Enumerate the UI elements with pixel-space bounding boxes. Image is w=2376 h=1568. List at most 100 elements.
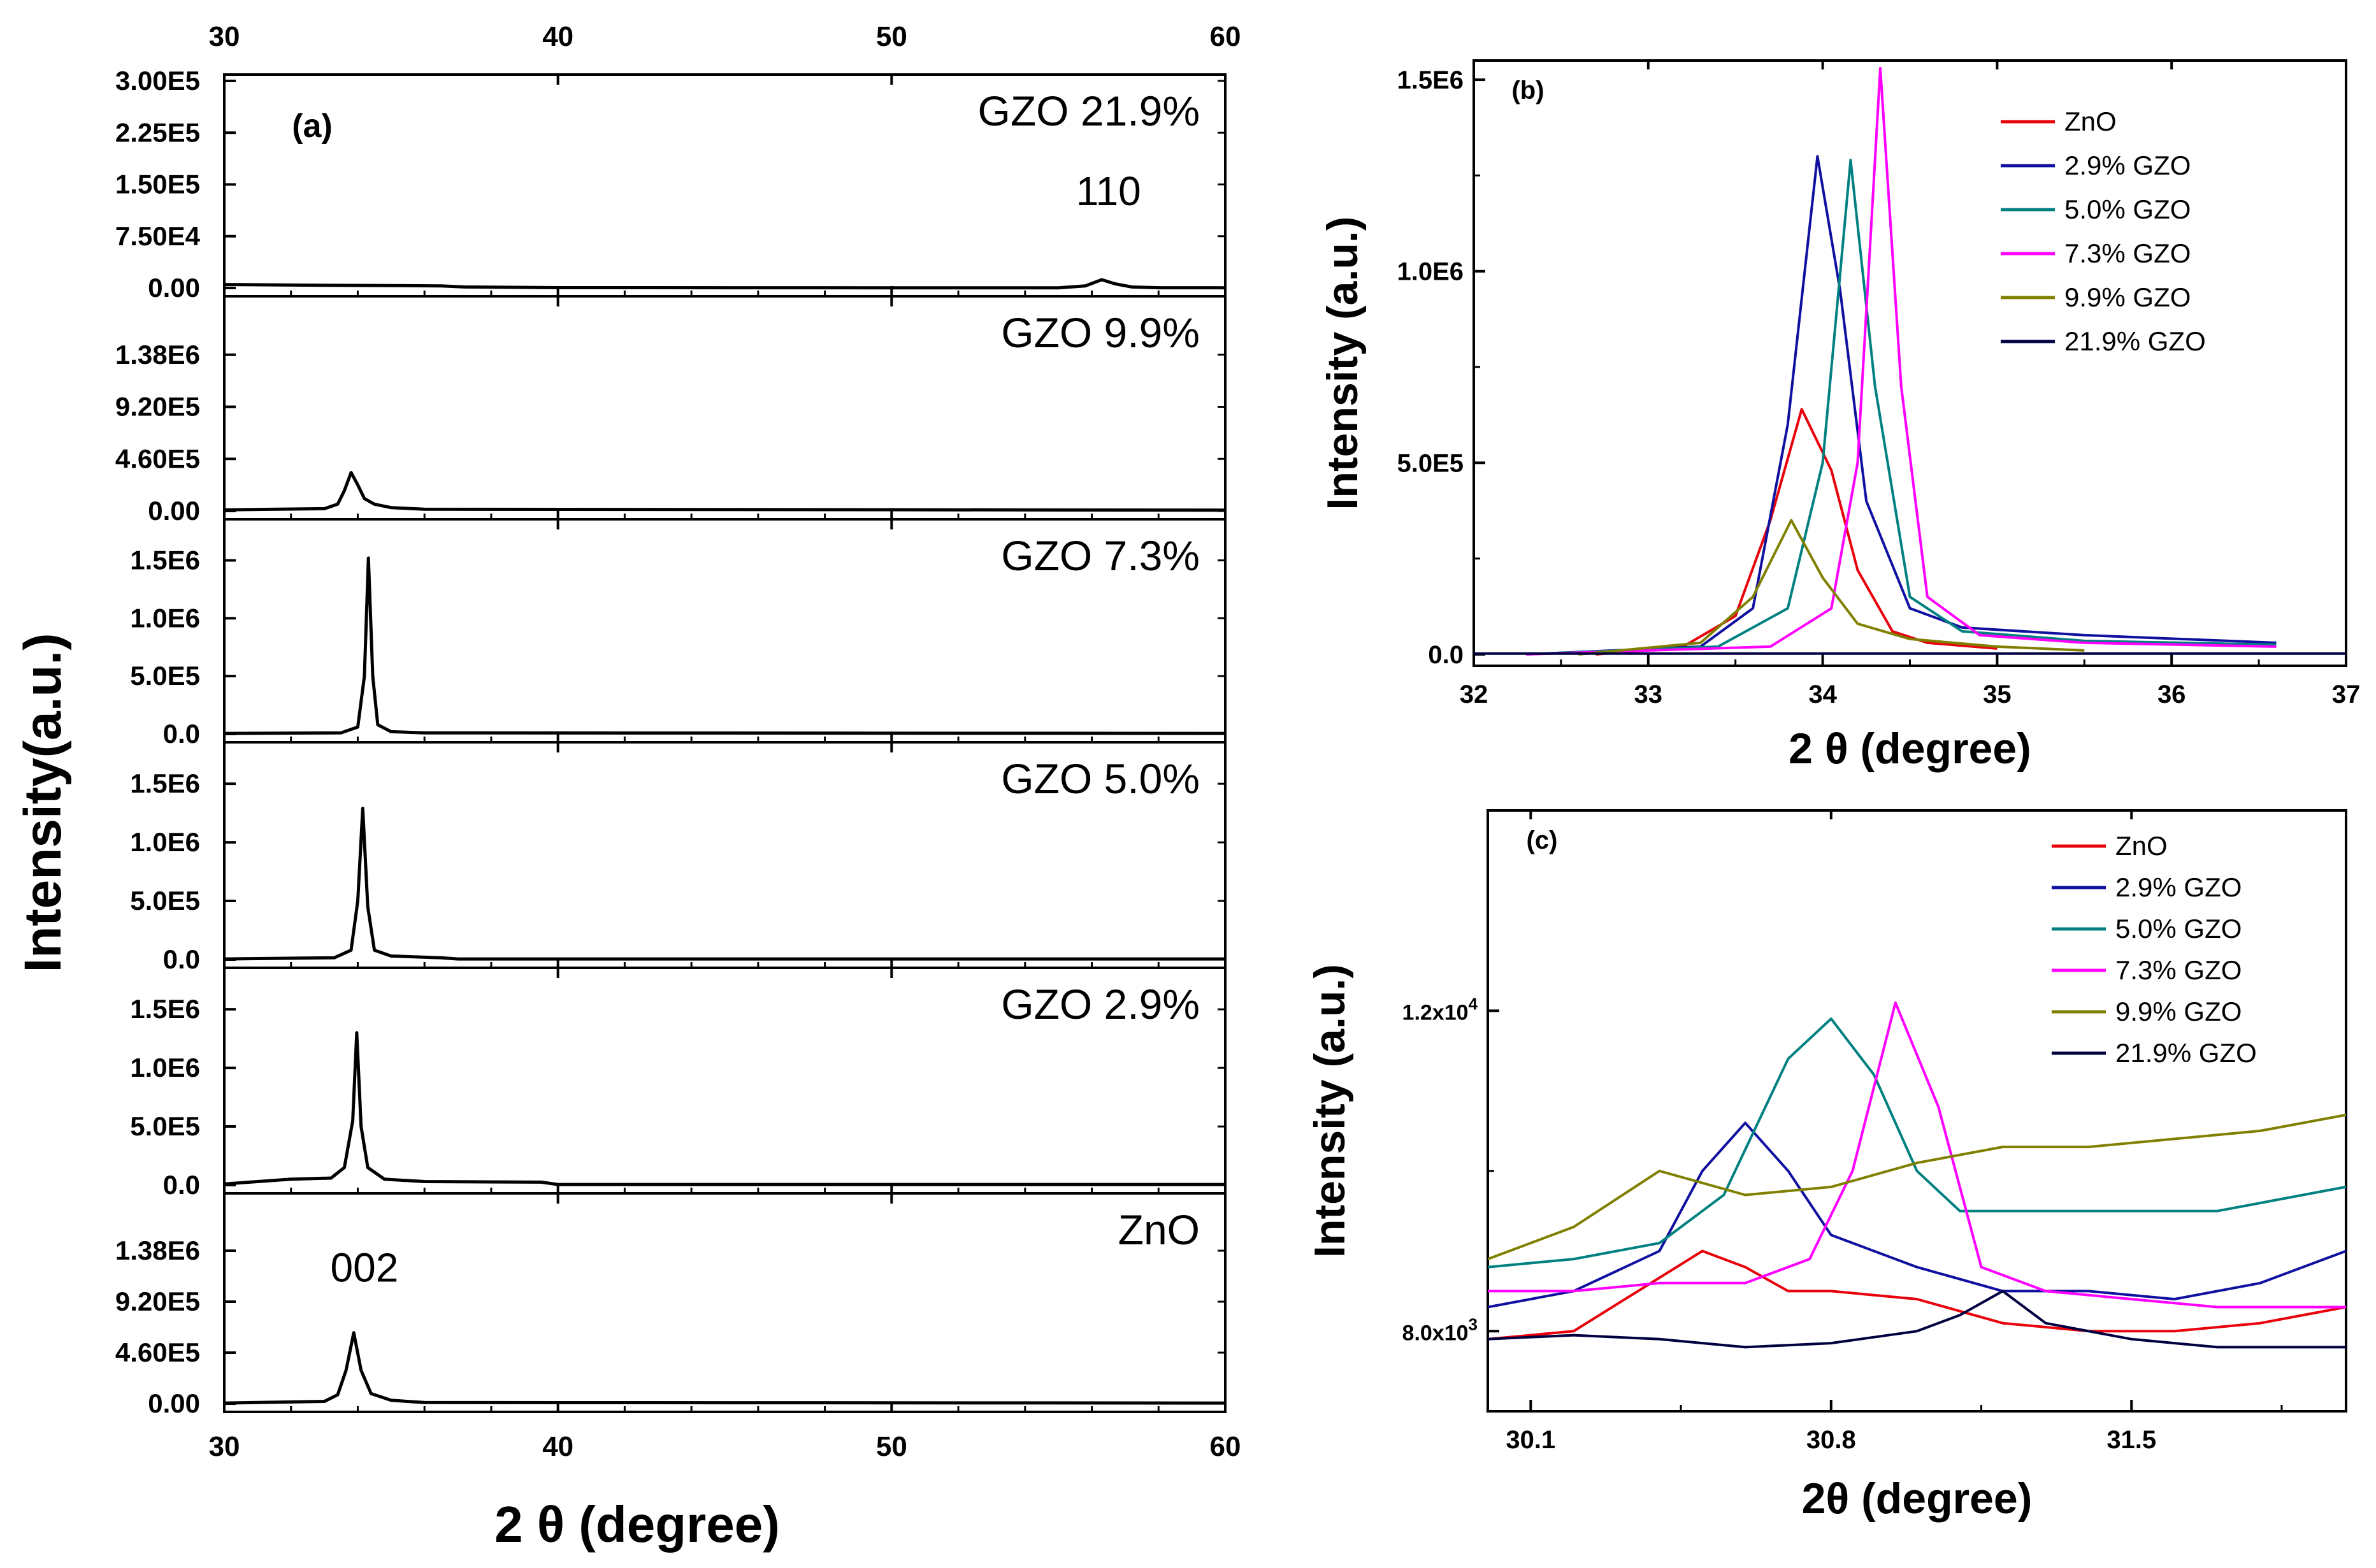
- series-line-21-9-gzo: [1488, 1290, 2346, 1349]
- x-tick-label: 40: [542, 1431, 573, 1462]
- legend-label: 9.9% GZO: [2115, 996, 2242, 1026]
- y-axis-title: Intensity (a.u.): [1318, 217, 1367, 510]
- y-tick-label: 5.0E5: [130, 886, 200, 916]
- y-tick-label: 1.5E6: [130, 994, 200, 1024]
- y-tick-label: 5.0E5: [1397, 449, 1464, 477]
- series-line-gzo-21-9-: [224, 278, 1226, 290]
- x-tick-label: 30.8: [1806, 1426, 1856, 1454]
- legend-label: 7.3% GZO: [2115, 955, 2242, 985]
- series-line-7-3-gzo: [1488, 1001, 2346, 1309]
- legend-label: 2.9% GZO: [2115, 872, 2242, 902]
- peak-annotation: 110: [1076, 168, 1141, 214]
- y-tick-label: 9.20E5: [115, 1286, 200, 1316]
- y-tick-label: 1.38E6: [115, 340, 200, 370]
- x-tick-label-top: 60: [1210, 21, 1241, 52]
- y-tick-label: 0.0: [1428, 641, 1464, 669]
- y-tick-label: 1.5E6: [1397, 66, 1464, 94]
- subplot-gzo-21-9-: 0.00 7.50E4 1.50E5 2.25E5 3.00E5 GZO 21.9% 110: [115, 66, 1227, 303]
- legend: ZnO 2.9% GZO 5.0% GZO 7.3% GZO 9.9% GZO 21.9%…: [2001, 106, 2206, 356]
- sample-label: GZO 5.0%: [1001, 755, 1200, 802]
- series-line-5-0-gzo: [1526, 159, 2277, 656]
- y-tick-label: 1.38E6: [115, 1235, 200, 1265]
- series-line-2-9-gzo: [1526, 155, 2277, 656]
- panel-label: (a): [292, 108, 333, 145]
- series-group: [1474, 67, 2346, 656]
- y-tick-label: 9.20E5: [115, 392, 200, 422]
- x-tick-label: 50: [876, 1431, 907, 1462]
- sample-label: GZO 7.3%: [1001, 532, 1200, 579]
- y-tick-label: 1.0E6: [1397, 258, 1464, 286]
- panel-b: 32 33 34 35 36 37 0.0 5.0E5 1.0E6 1.5E6 ZnO 2.9% GZ…: [1318, 59, 2361, 773]
- y-tick-label: 0.0: [163, 944, 200, 974]
- sample-label: GZO 2.9%: [1001, 981, 1200, 1028]
- legend-label: ZnO: [2115, 831, 2168, 861]
- y-tick-label: 4.60E5: [115, 443, 200, 473]
- y-tick-label: 1.0E6: [130, 603, 200, 633]
- y-tick-label: 1.50E5: [115, 169, 200, 199]
- legend-label: 21.9% GZO: [2115, 1038, 2257, 1068]
- y-tick-exponent: 3: [1469, 1314, 1478, 1334]
- panel-label: (c): [1527, 826, 1558, 854]
- y-tick-label: 7.50E4: [115, 221, 201, 251]
- x-tick-label: 37: [2332, 680, 2361, 708]
- y-tick-label: 1.5E6: [130, 545, 200, 575]
- x-tick-label: 34: [1808, 680, 1837, 708]
- series-line-gzo-7-3-: [224, 556, 1226, 735]
- y-tick-label: 5.0E5: [130, 661, 200, 691]
- x-tick-label: 31.5: [2106, 1426, 2156, 1454]
- legend-label: 5.0% GZO: [2064, 194, 2191, 224]
- series-line-7-3-gzo: [1526, 67, 2277, 656]
- x-tick-label: 30: [209, 1431, 240, 1462]
- x-tick-label: 60: [1210, 1431, 1241, 1462]
- legend-label: 7.3% GZO: [2064, 238, 2191, 268]
- subplot-gzo-9-9-: 0.00 4.60E5 9.20E5 1.38E6 GZO 9.9%: [115, 295, 1227, 526]
- y-tick-label: 0.0: [163, 1170, 200, 1200]
- y-tick-label: 0.0: [163, 719, 200, 749]
- x-axis-title: 2 θ (degree): [1789, 724, 2031, 773]
- panel-label: (b): [1511, 76, 1544, 104]
- x-axis-title: 2 θ (degree): [494, 1496, 780, 1553]
- x-tick-label: 33: [1634, 680, 1663, 708]
- x-tick-label: 36: [2157, 680, 2186, 708]
- y-tick-label: 2.25E5: [115, 117, 200, 147]
- panel-a: 0.00 7.50E4 1.50E5 2.25E5 3.00E5 GZO 21.9% 110…: [14, 21, 1241, 1553]
- y-tick-label: 0.00: [148, 1388, 200, 1418]
- y-tick-label: 1.0E6: [130, 827, 200, 857]
- sample-label: GZO 9.9%: [1001, 309, 1200, 356]
- y-axis-title: Intensity (a.u.): [1306, 964, 1354, 1258]
- y-axis-title: Intensity(a.u.): [14, 633, 72, 972]
- subplot-gzo-5-0-: 0.0 5.0E5 1.0E6 1.5E6 GZO 5.0%: [130, 741, 1227, 974]
- subplot-gzo-2-9-: 0.0 5.0E5 1.0E6 1.5E6 GZO 2.9%: [130, 967, 1227, 1200]
- x-tick-label-top: 30: [209, 21, 240, 52]
- y-tick-label: 0.00: [148, 496, 200, 526]
- peak-annotation: 002: [331, 1245, 399, 1291]
- legend-label: 9.9% GZO: [2064, 282, 2191, 312]
- series-line-2-9-gzo: [1488, 1121, 2346, 1309]
- legend-label: 5.0% GZO: [2115, 914, 2242, 944]
- x-tick-label-top: 50: [876, 21, 907, 52]
- y-tick-label: 0.00: [148, 273, 200, 303]
- series-line-gzo-9-9-: [224, 471, 1226, 512]
- sample-label: ZnO: [1118, 1206, 1200, 1253]
- y-tick-label: 3.00E5: [115, 66, 200, 96]
- series-group: [1488, 1001, 2346, 1349]
- series-line-9-9-gzo: [1488, 1113, 2346, 1260]
- series-line-9-9-gzo: [1578, 519, 2085, 656]
- x-axis-title: 2θ (degree): [1802, 1474, 2033, 1523]
- x-tick-label: 35: [1983, 680, 2012, 708]
- series-line-zno: [224, 1331, 1226, 1405]
- subplot-zno: 0.00 4.60E5 9.20E5 1.38E6 ZnO 002: [115, 1192, 1227, 1418]
- x-tick-label: 32: [1460, 680, 1488, 708]
- legend-label: 21.9% GZO: [2064, 326, 2206, 356]
- series-line-gzo-5-0-: [224, 807, 1225, 961]
- y-tick-label: 1.5E6: [130, 768, 200, 798]
- legend-label: ZnO: [2064, 106, 2117, 136]
- legend-label: 2.9% GZO: [2064, 150, 2191, 180]
- plot-frame: [1487, 809, 2347, 1413]
- sample-label: GZO 21.9%: [978, 87, 1200, 134]
- x-tick-label: 30.1: [1506, 1426, 1555, 1454]
- y-tick-label: 1.0E6: [130, 1053, 200, 1082]
